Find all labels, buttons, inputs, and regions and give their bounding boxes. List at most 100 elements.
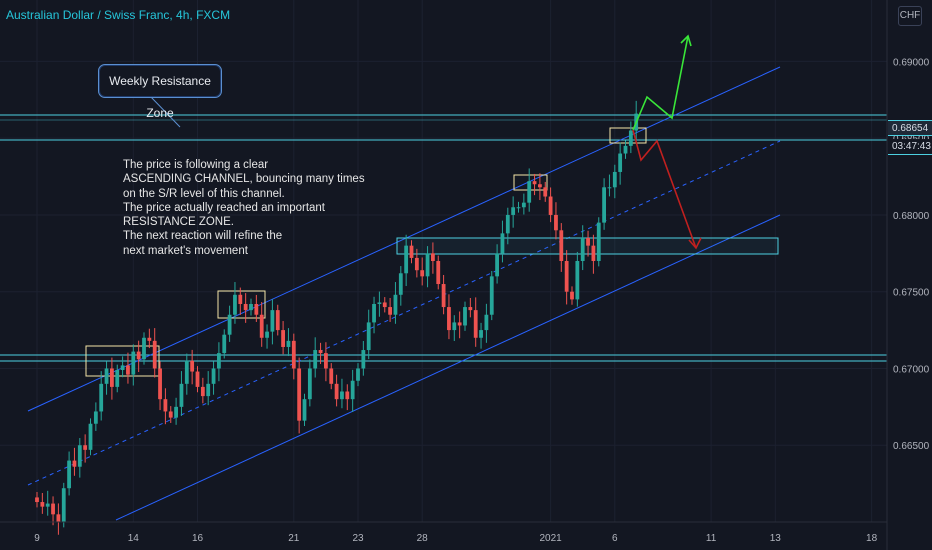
bullish-arrow-head [680, 34, 692, 47]
price-axis: 0.690000.685000.680000.675000.670000.665… [886, 0, 930, 550]
candle-body [591, 245, 596, 261]
candle-body [233, 294, 237, 315]
candle-body [457, 322, 462, 326]
candle-body [313, 350, 318, 369]
candle-body [436, 261, 441, 285]
candle-body [404, 245, 409, 274]
candle-body [602, 187, 606, 223]
candle-body [334, 383, 339, 400]
analysis-note-line: next market's movement [123, 244, 248, 257]
analysis-note-line: The price is following a clear [123, 159, 269, 171]
candle-body [281, 330, 285, 347]
candle-body [297, 368, 302, 421]
chart-grid [0, 0, 887, 522]
candle-body [56, 514, 61, 522]
candle-body [516, 207, 521, 209]
analysis-note-line: on the S/R level of this channel. [123, 187, 285, 200]
candle-body [217, 353, 221, 369]
bullish-projection-arrow [632, 35, 689, 131]
time-tick-label: 11 [706, 533, 717, 544]
candle-body [286, 340, 291, 347]
time-tick-label: 18 [866, 533, 878, 544]
candle-body [259, 314, 264, 338]
candle-body [618, 153, 623, 172]
candle-body [382, 302, 387, 308]
candle-body [243, 303, 248, 311]
candle-body [532, 181, 537, 185]
candle-body [441, 284, 446, 308]
time-tick-label: 14 [128, 533, 140, 544]
candle-body [473, 310, 478, 338]
candle-body [142, 337, 146, 360]
candle-body [265, 331, 269, 338]
candle-body [414, 257, 419, 271]
time-tick-label: 23 [352, 533, 364, 544]
candle-body [318, 350, 323, 354]
candle-body [543, 187, 548, 197]
candle-body [270, 310, 275, 332]
candle-body [200, 386, 205, 397]
candle-body [302, 399, 307, 421]
candle-body [35, 497, 39, 503]
candle-body [163, 399, 168, 412]
candle-body [168, 411, 173, 418]
candles-layer [35, 100, 639, 535]
candle-body [115, 370, 120, 387]
candle-body [521, 202, 526, 208]
candle-body [324, 353, 328, 369]
callout-pointer [149, 95, 181, 128]
candle-body [409, 245, 414, 258]
candle-body [361, 350, 366, 369]
candle-body [329, 368, 334, 384]
candle-body [104, 368, 109, 384]
bearish-arrow-head [688, 237, 702, 250]
candle-body [51, 503, 55, 515]
candle-body [222, 334, 227, 354]
candle-body [388, 307, 392, 315]
candle-body [120, 365, 125, 371]
candle-body [398, 273, 403, 295]
time-axis: 9 14 16 21 23 28 2021 6 11 13 18 [0, 521, 887, 544]
candle-body [126, 365, 130, 375]
candle-body [366, 322, 371, 351]
candle-body [628, 130, 633, 146]
candle-body [211, 368, 216, 384]
candle-body [77, 445, 82, 467]
time-tick-label: 16 [192, 533, 204, 544]
symbol-title[interactable]: Australian Dollar / Swiss Franc, 4h, FXC… [6, 8, 231, 22]
candle-body [452, 322, 457, 331]
candle-body [307, 368, 312, 400]
candle-body [538, 184, 542, 188]
candle-body [623, 145, 628, 154]
time-tick-label: 13 [770, 533, 782, 544]
current-price-label: 0.68654 [888, 120, 932, 136]
projection-arrows [632, 34, 702, 250]
candle-body [377, 302, 382, 304]
candle-body [586, 237, 590, 246]
analysis-note-line: ASCENDING CHANNEL, bouncing many times [123, 173, 365, 186]
candle-body [495, 253, 499, 277]
candle-body [152, 340, 157, 369]
candle-body [238, 294, 243, 304]
candle-body [131, 351, 136, 375]
currency-button[interactable]: CHF [898, 6, 922, 26]
time-tick-label: 28 [417, 533, 429, 544]
candle-body [447, 307, 451, 331]
channel-lower-line [115, 214, 781, 521]
candle-body [612, 171, 617, 188]
candle-body [190, 360, 195, 372]
bearish-projection-arrow [632, 129, 697, 249]
analysis-note-line: RESISTANCE ZONE. [123, 216, 234, 229]
time-tick-label: 9 [34, 533, 40, 544]
candle-body [195, 371, 200, 387]
candle-body [67, 460, 71, 489]
candle-body [110, 368, 114, 387]
candle-body [45, 503, 50, 507]
candle-body [147, 337, 152, 341]
candle-body [174, 406, 178, 418]
candle-body [570, 291, 574, 300]
candle-body [179, 383, 184, 407]
time-tick-label: 2021 [539, 533, 562, 544]
price-tick-label: 0.66500 [893, 441, 930, 452]
